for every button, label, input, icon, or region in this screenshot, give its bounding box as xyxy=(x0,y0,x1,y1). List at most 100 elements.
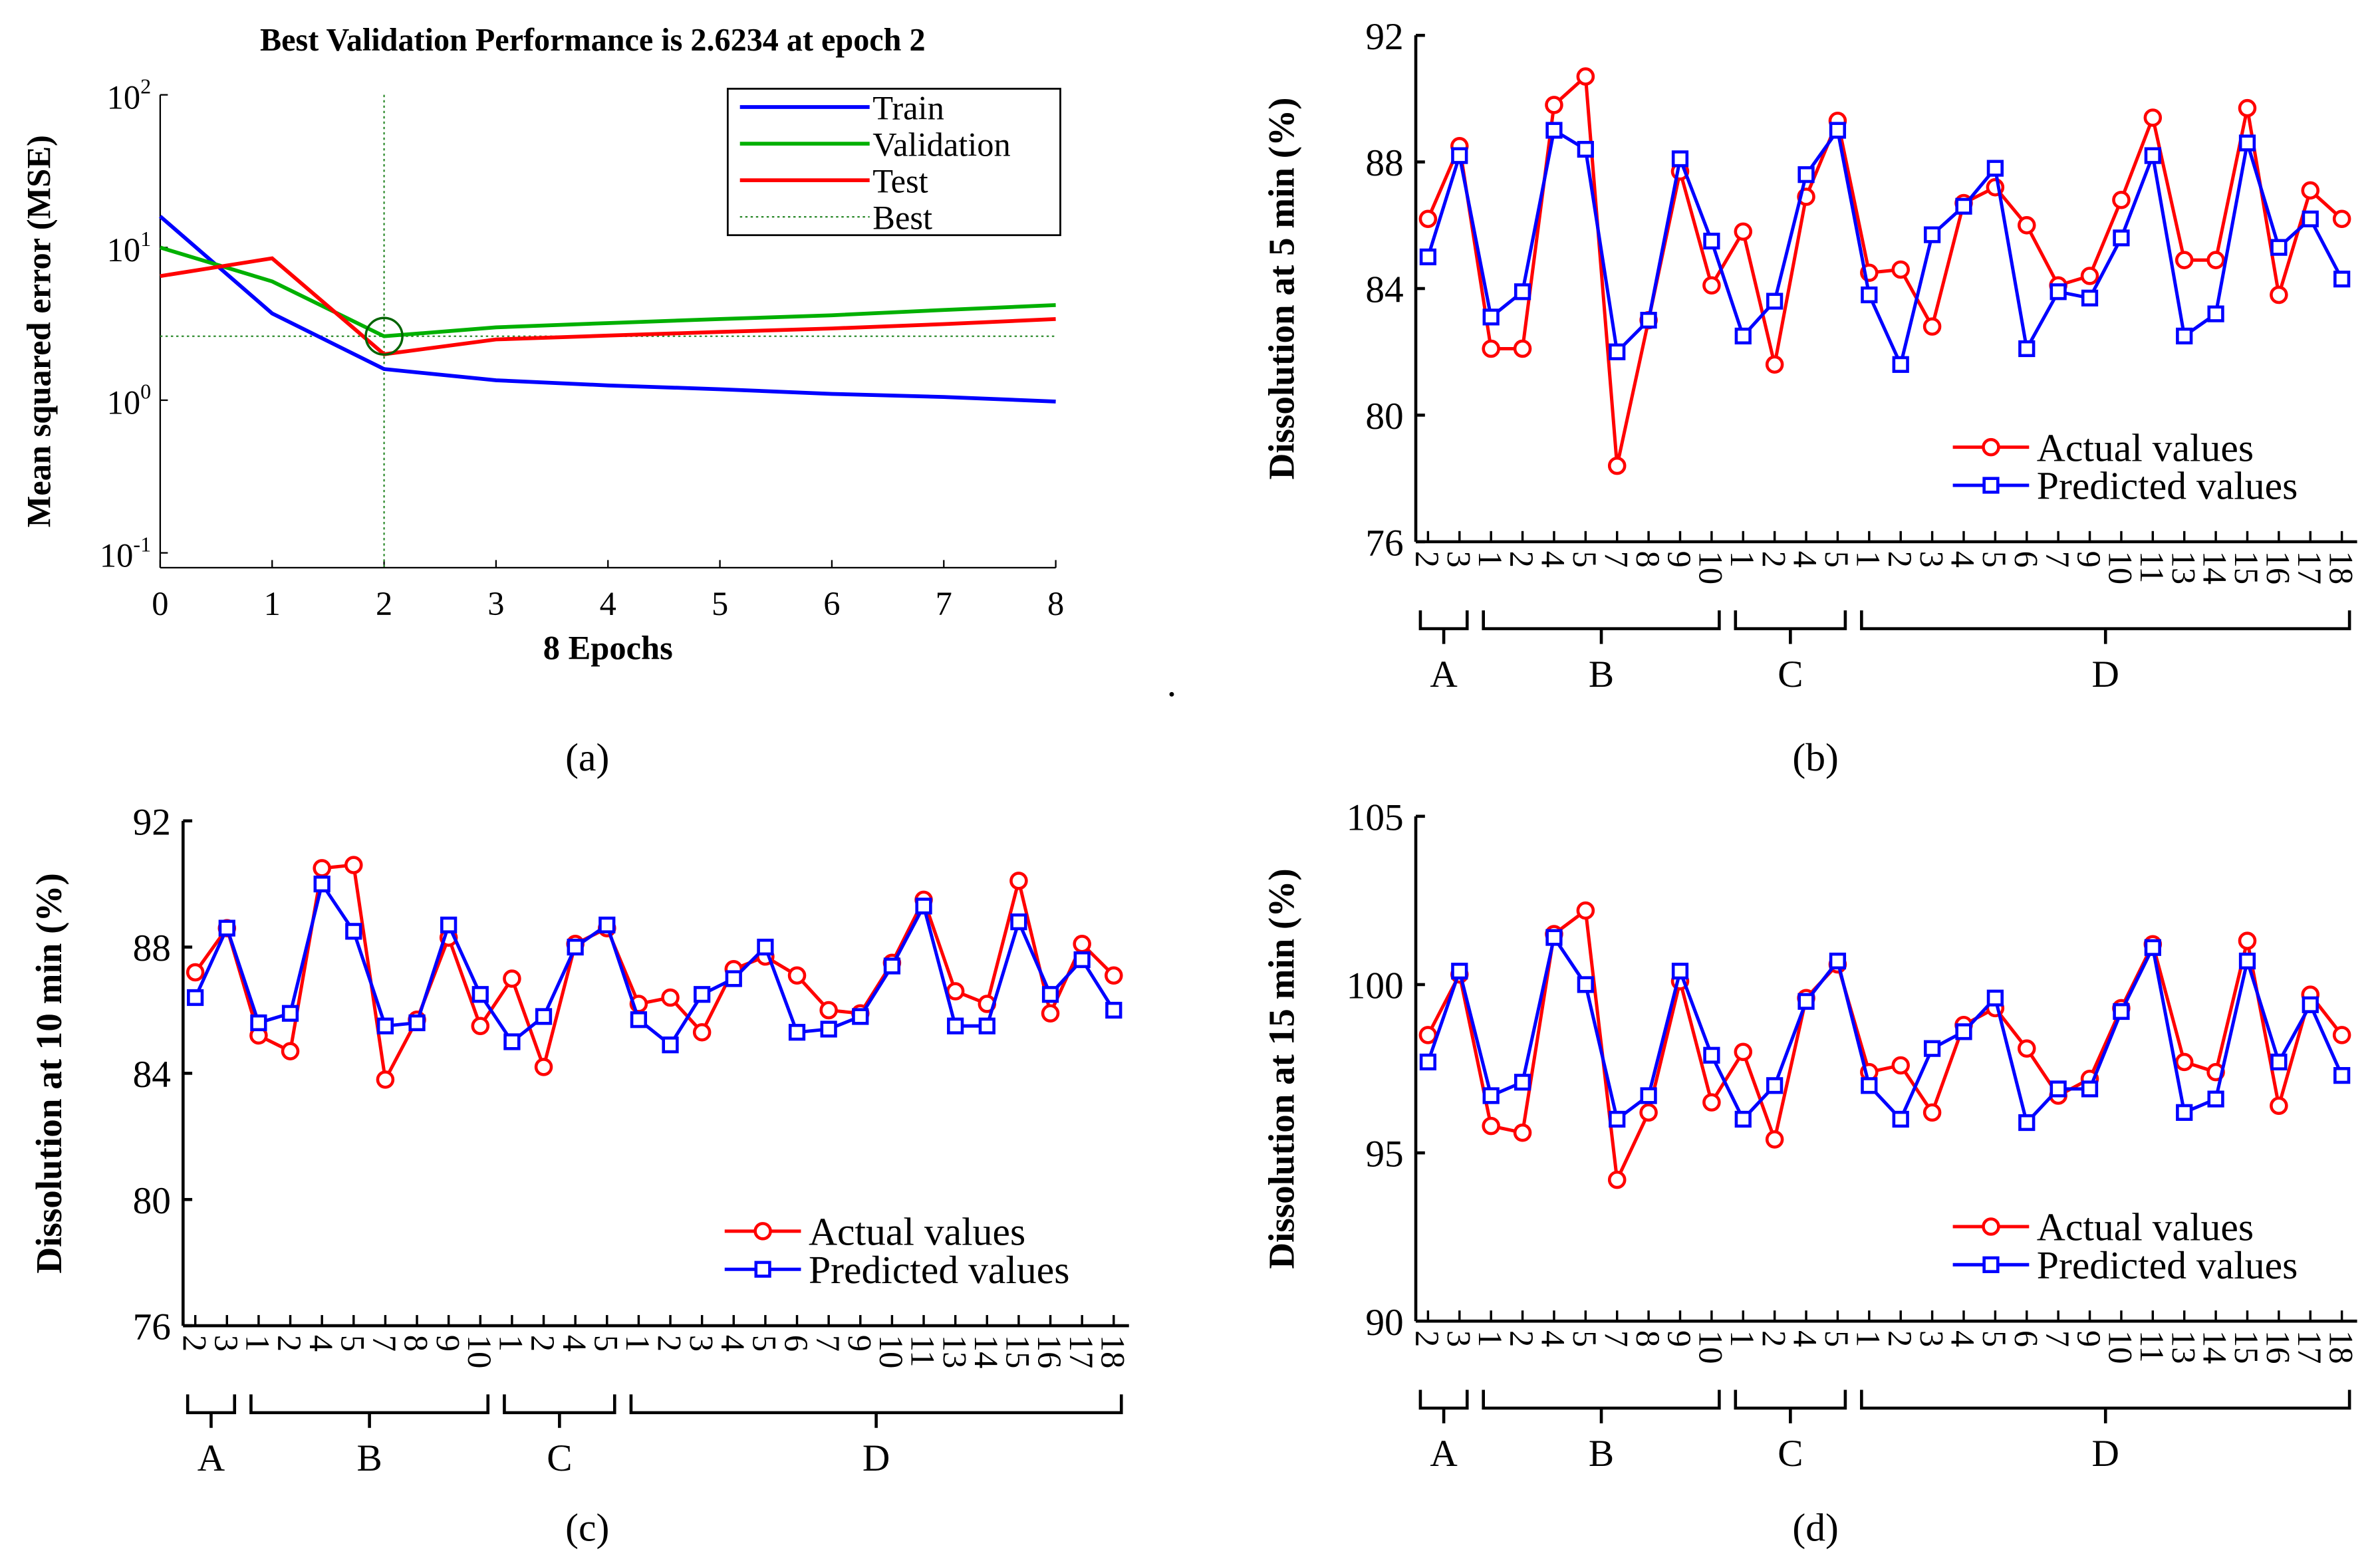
predicted-point xyxy=(788,1024,806,1041)
predicted-point xyxy=(1514,1074,1531,1091)
x-tick-label: 9 xyxy=(841,1335,878,1352)
predicted-point xyxy=(1955,197,1972,215)
predicted-point xyxy=(1451,147,1468,164)
series-line-circle xyxy=(1426,72,2343,467)
group-label-D: D xyxy=(2092,654,2119,695)
group-label-B: B xyxy=(356,1437,382,1479)
predicted-point xyxy=(2333,1067,2351,1084)
x-tick-label: 1 xyxy=(1724,1330,1761,1347)
actual-point xyxy=(534,1058,553,1076)
y-tick-base: 10 xyxy=(100,537,133,574)
group-label-D: D xyxy=(862,1437,890,1479)
legend-marker xyxy=(1982,1217,2000,1236)
y-tick-label: 101 xyxy=(107,227,152,269)
x-tick-label: 7 xyxy=(2039,1330,2076,1347)
legend-label: Best xyxy=(872,199,932,237)
x-tick-label: 17 xyxy=(2291,1330,2328,1364)
x-tick-label: 2 xyxy=(524,1335,561,1352)
x-tick-label: 15 xyxy=(999,1335,1037,1368)
x-tick-label: 1 xyxy=(1849,551,1887,568)
x-tick-label: 18 xyxy=(2322,551,2359,584)
y-axis-label: Mean squared error (MSE) xyxy=(21,135,58,527)
x-tick-label: 1 xyxy=(1724,551,1761,568)
x-tick-label: 7 xyxy=(809,1335,847,1352)
y-tick-label: 84 xyxy=(1365,269,1403,311)
x-tick-label: 2 xyxy=(1755,551,1792,568)
predicted-point xyxy=(1105,1001,1123,1019)
predicted-point xyxy=(2176,1104,2193,1121)
predicted-point xyxy=(1671,963,1689,980)
x-tick-label: 2 xyxy=(176,1335,213,1352)
x-tick-label: 16 xyxy=(1031,1335,1068,1368)
x-tick-label: 13 xyxy=(936,1335,973,1368)
x-tick-label: 5 xyxy=(1566,1330,1603,1347)
group-bracket-D xyxy=(1860,610,2351,644)
x-tick-label: 11 xyxy=(2133,551,2171,584)
predicted-point xyxy=(1671,150,1689,168)
x-tick-label: 16 xyxy=(2260,1330,2297,1364)
x-tick-label: 2 xyxy=(651,1335,688,1352)
x-tick-label: 4 xyxy=(1944,551,1982,568)
x-tick-label: 0 xyxy=(152,585,168,622)
legend-label: Predicted values xyxy=(809,1248,1070,1292)
actual-point xyxy=(281,1042,300,1060)
y-tick-base: 10 xyxy=(107,384,140,422)
actual-point xyxy=(819,1001,838,1020)
actual-point xyxy=(2112,190,2131,209)
y-axis-label: Dissolution at 5 min (%) xyxy=(1261,98,1302,480)
x-tick-label: 2 xyxy=(271,1335,308,1352)
predicted-point xyxy=(757,938,774,956)
panel-a-mse-chart: Best Validation Performance is 2.6234 at… xyxy=(21,23,1065,666)
x-tick-label: 3 xyxy=(207,1335,245,1352)
x-tick-label: 10 xyxy=(2102,1330,2139,1364)
x-tick-label: 2 xyxy=(1755,1330,1792,1347)
actual-point xyxy=(313,859,331,878)
predicted-point xyxy=(694,986,711,1003)
series-line-square xyxy=(1426,126,2343,370)
x-tick-label: 3 xyxy=(1913,551,1950,568)
predicted-point xyxy=(1734,1110,1752,1128)
predicted-point xyxy=(218,919,235,937)
predicted-point xyxy=(440,916,458,933)
x-tick-label: 2 xyxy=(1503,1330,1540,1347)
x-tick-label: 7 xyxy=(1597,551,1635,568)
actual-point xyxy=(2175,1052,2194,1072)
actual-point xyxy=(2270,285,2288,304)
y-tick-label: 95 xyxy=(1365,1134,1403,1175)
actual-point xyxy=(376,1070,395,1089)
legend-label: Actual values xyxy=(2037,1205,2254,1249)
actual-point xyxy=(2018,216,2036,235)
predicted-point xyxy=(2238,952,2256,970)
x-tick-label: 4 xyxy=(714,1335,751,1352)
predicted-point xyxy=(345,923,362,940)
predicted-point xyxy=(598,916,616,933)
predicted-point xyxy=(408,1014,426,1032)
x-tick-label: 4 xyxy=(600,585,616,622)
group-label-B: B xyxy=(1589,654,1614,695)
x-tick-label: 1 xyxy=(619,1335,656,1352)
actual-point xyxy=(1545,96,1563,114)
actual-point xyxy=(1922,1103,1942,1122)
x-tick-label: 7 xyxy=(1597,1330,1635,1347)
actual-point xyxy=(344,856,363,874)
predicted-point xyxy=(2049,1080,2067,1098)
predicted-point xyxy=(1923,1040,1941,1057)
actual-point xyxy=(1734,1042,1753,1061)
actual-point xyxy=(2238,98,2257,118)
actual-point xyxy=(1482,1116,1500,1136)
predicted-point xyxy=(1861,1077,1878,1094)
x-tick-label: 14 xyxy=(968,1335,1005,1368)
y-tick-label: 102 xyxy=(107,74,152,116)
predicted-point xyxy=(1545,929,1563,946)
predicted-point xyxy=(1482,1087,1500,1104)
predicted-point xyxy=(1419,1053,1437,1071)
predicted-point xyxy=(535,1008,553,1025)
predicted-point xyxy=(883,957,901,975)
predicted-point xyxy=(1923,226,1941,243)
actual-point xyxy=(503,969,521,988)
predicted-point xyxy=(1010,913,1027,931)
y-tick-base: 10 xyxy=(107,231,140,269)
predicted-point xyxy=(2207,1090,2224,1108)
series-line-square xyxy=(194,880,1115,1048)
predicted-point xyxy=(313,876,331,893)
